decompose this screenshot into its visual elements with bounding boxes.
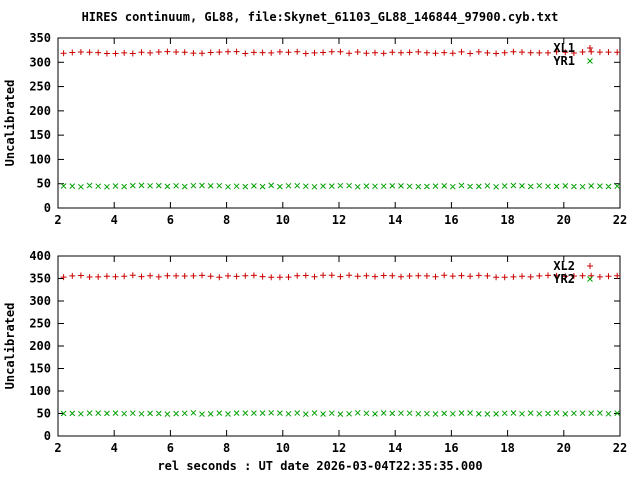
y-tick-label: 250 [29, 317, 51, 331]
y-axis-title: Uncalibrated [3, 80, 17, 167]
legend-marker-XL1 [587, 45, 593, 51]
series-YR1 [60, 182, 621, 190]
x-tick-label: 20 [557, 441, 571, 455]
x-axis-ticks: 2 4 6 8 10 12 14 16 18 20 22 [54, 256, 627, 455]
x-tick-label: 6 [167, 213, 174, 227]
legend-label-XL1: XL1 [553, 41, 575, 55]
y-tick-label: 100 [29, 152, 51, 166]
x-tick-label: 20 [557, 213, 571, 227]
x-axis-ticks: 2 4 6 8 10 12 14 16 18 20 22 [54, 38, 627, 227]
x-tick-label: 16 [444, 441, 458, 455]
y-tick-label: 200 [29, 104, 51, 118]
series-YR2 [60, 409, 621, 417]
y-axis-title: Uncalibrated [3, 303, 17, 390]
x-tick-label: 12 [332, 441, 346, 455]
bottom-chart: 2 4 6 8 10 12 14 16 18 20 22 0 50 100 150 200 250 300 350 4… [3, 249, 627, 455]
figure-title: HIRES continuum, GL88, file:Skynet_61103… [81, 10, 559, 24]
y-tick-label: 50 [37, 177, 51, 191]
x-tick-label: 8 [223, 441, 230, 455]
x-tick-label: 10 [276, 213, 290, 227]
y-tick-label: 300 [29, 294, 51, 308]
y-axis-ticks: 0 50 100 150 200 250 300 350 [29, 31, 620, 215]
y-tick-label: 150 [29, 128, 51, 142]
y-tick-label: 100 [29, 384, 51, 398]
x-tick-label: 18 [500, 441, 514, 455]
y-tick-label: 150 [29, 362, 51, 376]
x-tick-label: 10 [276, 441, 290, 455]
legend-label-XL2: XL2 [553, 259, 575, 273]
plot-border [57, 255, 621, 437]
top-chart: 2 4 6 8 10 12 14 16 18 20 22 0 50 100 150 200 250 300 350 U… [3, 31, 627, 227]
plot-border [57, 37, 621, 209]
legend-label-YR1: YR1 [553, 54, 575, 68]
legend-marker-YR1 [587, 58, 593, 64]
x-tick-label: 2 [54, 441, 61, 455]
y-tick-label: 350 [29, 272, 51, 286]
y-tick-label: 0 [44, 429, 51, 443]
y-tick-label: 250 [29, 80, 51, 94]
legend-marker-XL2 [587, 263, 593, 269]
y-tick-label: 200 [29, 339, 51, 353]
y-axis-ticks: 0 50 100 150 200 250 300 350 400 [29, 249, 620, 443]
x-tick-label: 2 [54, 213, 61, 227]
x-tick-label: 4 [111, 441, 118, 455]
series-XL2 [60, 272, 621, 281]
x-tick-label: 14 [388, 441, 402, 455]
x-tick-label: 18 [500, 213, 514, 227]
x-tick-label: 4 [111, 213, 118, 227]
x-tick-label: 22 [613, 441, 627, 455]
x-tick-label: 6 [167, 441, 174, 455]
legend-marker-YR2 [587, 276, 593, 282]
legend-label-YR2: YR2 [553, 272, 575, 286]
y-tick-label: 0 [44, 201, 51, 215]
y-tick-label: 50 [37, 407, 51, 421]
y-tick-label: 300 [29, 55, 51, 69]
x-tick-label: 16 [444, 213, 458, 227]
x-axis-label: rel seconds : UT date 2026-03-04T22:35:3… [157, 459, 483, 473]
y-tick-label: 400 [29, 249, 51, 263]
x-tick-label: 22 [613, 213, 627, 227]
x-tick-label: 14 [388, 213, 402, 227]
series-XL1 [60, 48, 621, 57]
x-tick-label: 12 [332, 213, 346, 227]
x-tick-label: 8 [223, 213, 230, 227]
y-tick-label: 350 [29, 31, 51, 45]
